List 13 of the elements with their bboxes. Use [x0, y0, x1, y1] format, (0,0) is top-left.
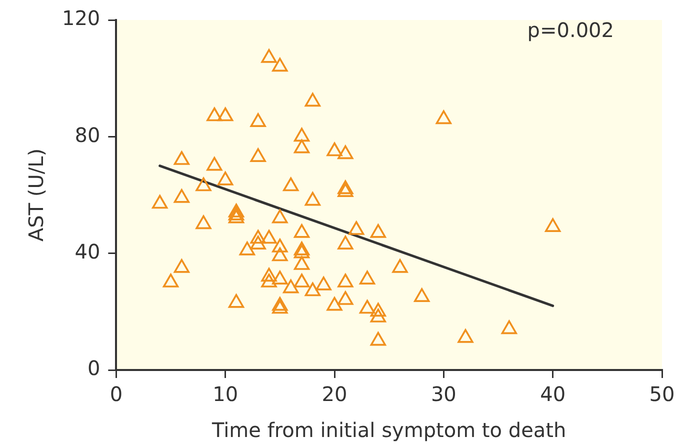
y-tick-label: 80: [74, 122, 100, 147]
x-tick-label: 40: [540, 382, 566, 406]
x-tick-label: 0: [110, 382, 123, 406]
annotation: p=0.002: [527, 18, 614, 42]
x-tick-label: 20: [322, 382, 348, 406]
y-tick-label: 40: [74, 240, 100, 264]
x-tick-label: 50: [649, 382, 675, 406]
x-tick-label: 30: [430, 382, 456, 406]
y-tick-label: 0: [87, 356, 100, 380]
y-tick-label: 120: [62, 6, 100, 30]
x-axis-title: Time from initial symptom to death: [211, 418, 566, 442]
x-tick-label: 10: [212, 382, 238, 406]
y-axis-title: AST (U/L): [24, 148, 48, 242]
